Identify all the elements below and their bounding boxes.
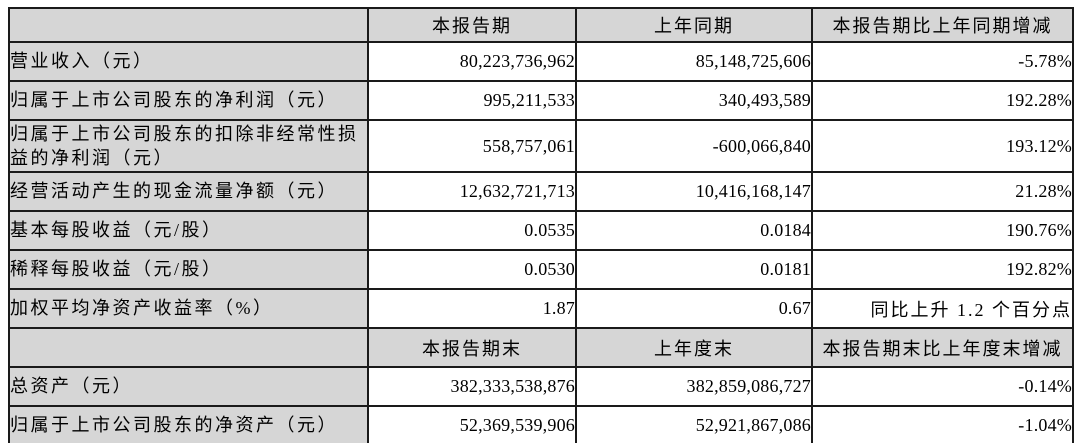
table-row: 归属于上市公司股东的扣除非经常性损益的净利润（元） 558,757,061 -6… (8, 119, 1074, 173)
current-period-value: 12,632,721,713 (367, 171, 577, 212)
table-row: 营业收入（元） 80,223,736,962 85,148,725,606 -5… (8, 41, 1074, 82)
prior-period-value: 340,493,589 (575, 80, 813, 121)
prior-period-value: 85,148,725,606 (575, 41, 813, 82)
metric-label: 归属于上市公司股东的净利润（元） (8, 80, 369, 121)
col-header-period-change: 本报告期比上年同期增减 (811, 7, 1074, 43)
metric-label: 经营活动产生的现金流量净额（元） (8, 171, 369, 212)
metric-label: 加权平均净资产收益率（%） (8, 288, 369, 329)
change-value: 192.82% (811, 249, 1074, 290)
change-value: 192.28% (811, 80, 1074, 121)
prior-period-value: 10,416,168,147 (575, 171, 813, 212)
col-header-prior-period: 上年同期 (575, 7, 813, 43)
metric-label: 营业收入（元） (8, 41, 369, 82)
prior-period-value: 0.67 (575, 288, 813, 329)
header-empty-cell (8, 7, 369, 43)
prior-period-value: 0.0181 (575, 249, 813, 290)
table-row: 基本每股收益（元/股） 0.0535 0.0184 190.76% (8, 210, 1074, 251)
col-header-current-period-end: 本报告期末 (367, 327, 577, 368)
table-row: 经营活动产生的现金流量净额（元） 12,632,721,713 10,416,1… (8, 171, 1074, 212)
metric-label: 基本每股收益（元/股） (8, 210, 369, 251)
table-row: 总资产（元） 382,333,538,876 382,859,086,727 -… (8, 366, 1074, 407)
change-value: -5.78% (811, 41, 1074, 82)
table-row: 归属于上市公司股东的净利润（元） 995,211,533 340,493,589… (8, 80, 1074, 121)
change-value: 同比上升 1.2 个百分点 (811, 288, 1074, 329)
current-period-value: 995,211,533 (367, 80, 577, 121)
prior-year-end-value: 382,859,086,727 (575, 366, 813, 407)
current-period-value: 80,223,736,962 (367, 41, 577, 82)
period-end-header-row: 本报告期末 上年度末 本报告期末比上年度末增减 (8, 327, 1074, 368)
prior-period-value: -600,066,840 (575, 119, 813, 173)
change-value: -0.14% (811, 366, 1074, 407)
prior-period-value: 0.0184 (575, 210, 813, 251)
current-period-value: 558,757,061 (367, 119, 577, 173)
table-row: 加权平均净资产收益率（%） 1.87 0.67 同比上升 1.2 个百分点 (8, 288, 1074, 329)
current-period-value: 0.0530 (367, 249, 577, 290)
current-period-value: 0.0535 (367, 210, 577, 251)
prior-year-end-value: 52,921,867,086 (575, 405, 813, 443)
period-header-row: 本报告期 上年同期 本报告期比上年同期增减 (8, 7, 1074, 43)
financial-summary-table: 本报告期 上年同期 本报告期比上年同期增减 营业收入（元） 80,223,736… (8, 7, 1074, 443)
change-value: 193.12% (811, 119, 1074, 173)
col-header-prior-year-end: 上年度末 (575, 327, 813, 368)
current-period-end-value: 382,333,538,876 (367, 366, 577, 407)
table-row: 归属于上市公司股东的净资产（元） 52,369,539,906 52,921,8… (8, 405, 1074, 443)
change-value: 21.28% (811, 171, 1074, 212)
metric-label: 归属于上市公司股东的扣除非经常性损益的净利润（元） (8, 119, 369, 173)
table-row: 稀释每股收益（元/股） 0.0530 0.0181 192.82% (8, 249, 1074, 290)
current-period-value: 1.87 (367, 288, 577, 329)
metric-label: 总资产（元） (8, 366, 369, 407)
change-value: 190.76% (811, 210, 1074, 251)
current-period-end-value: 52,369,539,906 (367, 405, 577, 443)
header-empty-cell (8, 327, 369, 368)
metric-label: 归属于上市公司股东的净资产（元） (8, 405, 369, 443)
change-value: -1.04% (811, 405, 1074, 443)
metric-label: 稀释每股收益（元/股） (8, 249, 369, 290)
col-header-period-end-change: 本报告期末比上年度末增减 (811, 327, 1074, 368)
col-header-current-period: 本报告期 (367, 7, 577, 43)
